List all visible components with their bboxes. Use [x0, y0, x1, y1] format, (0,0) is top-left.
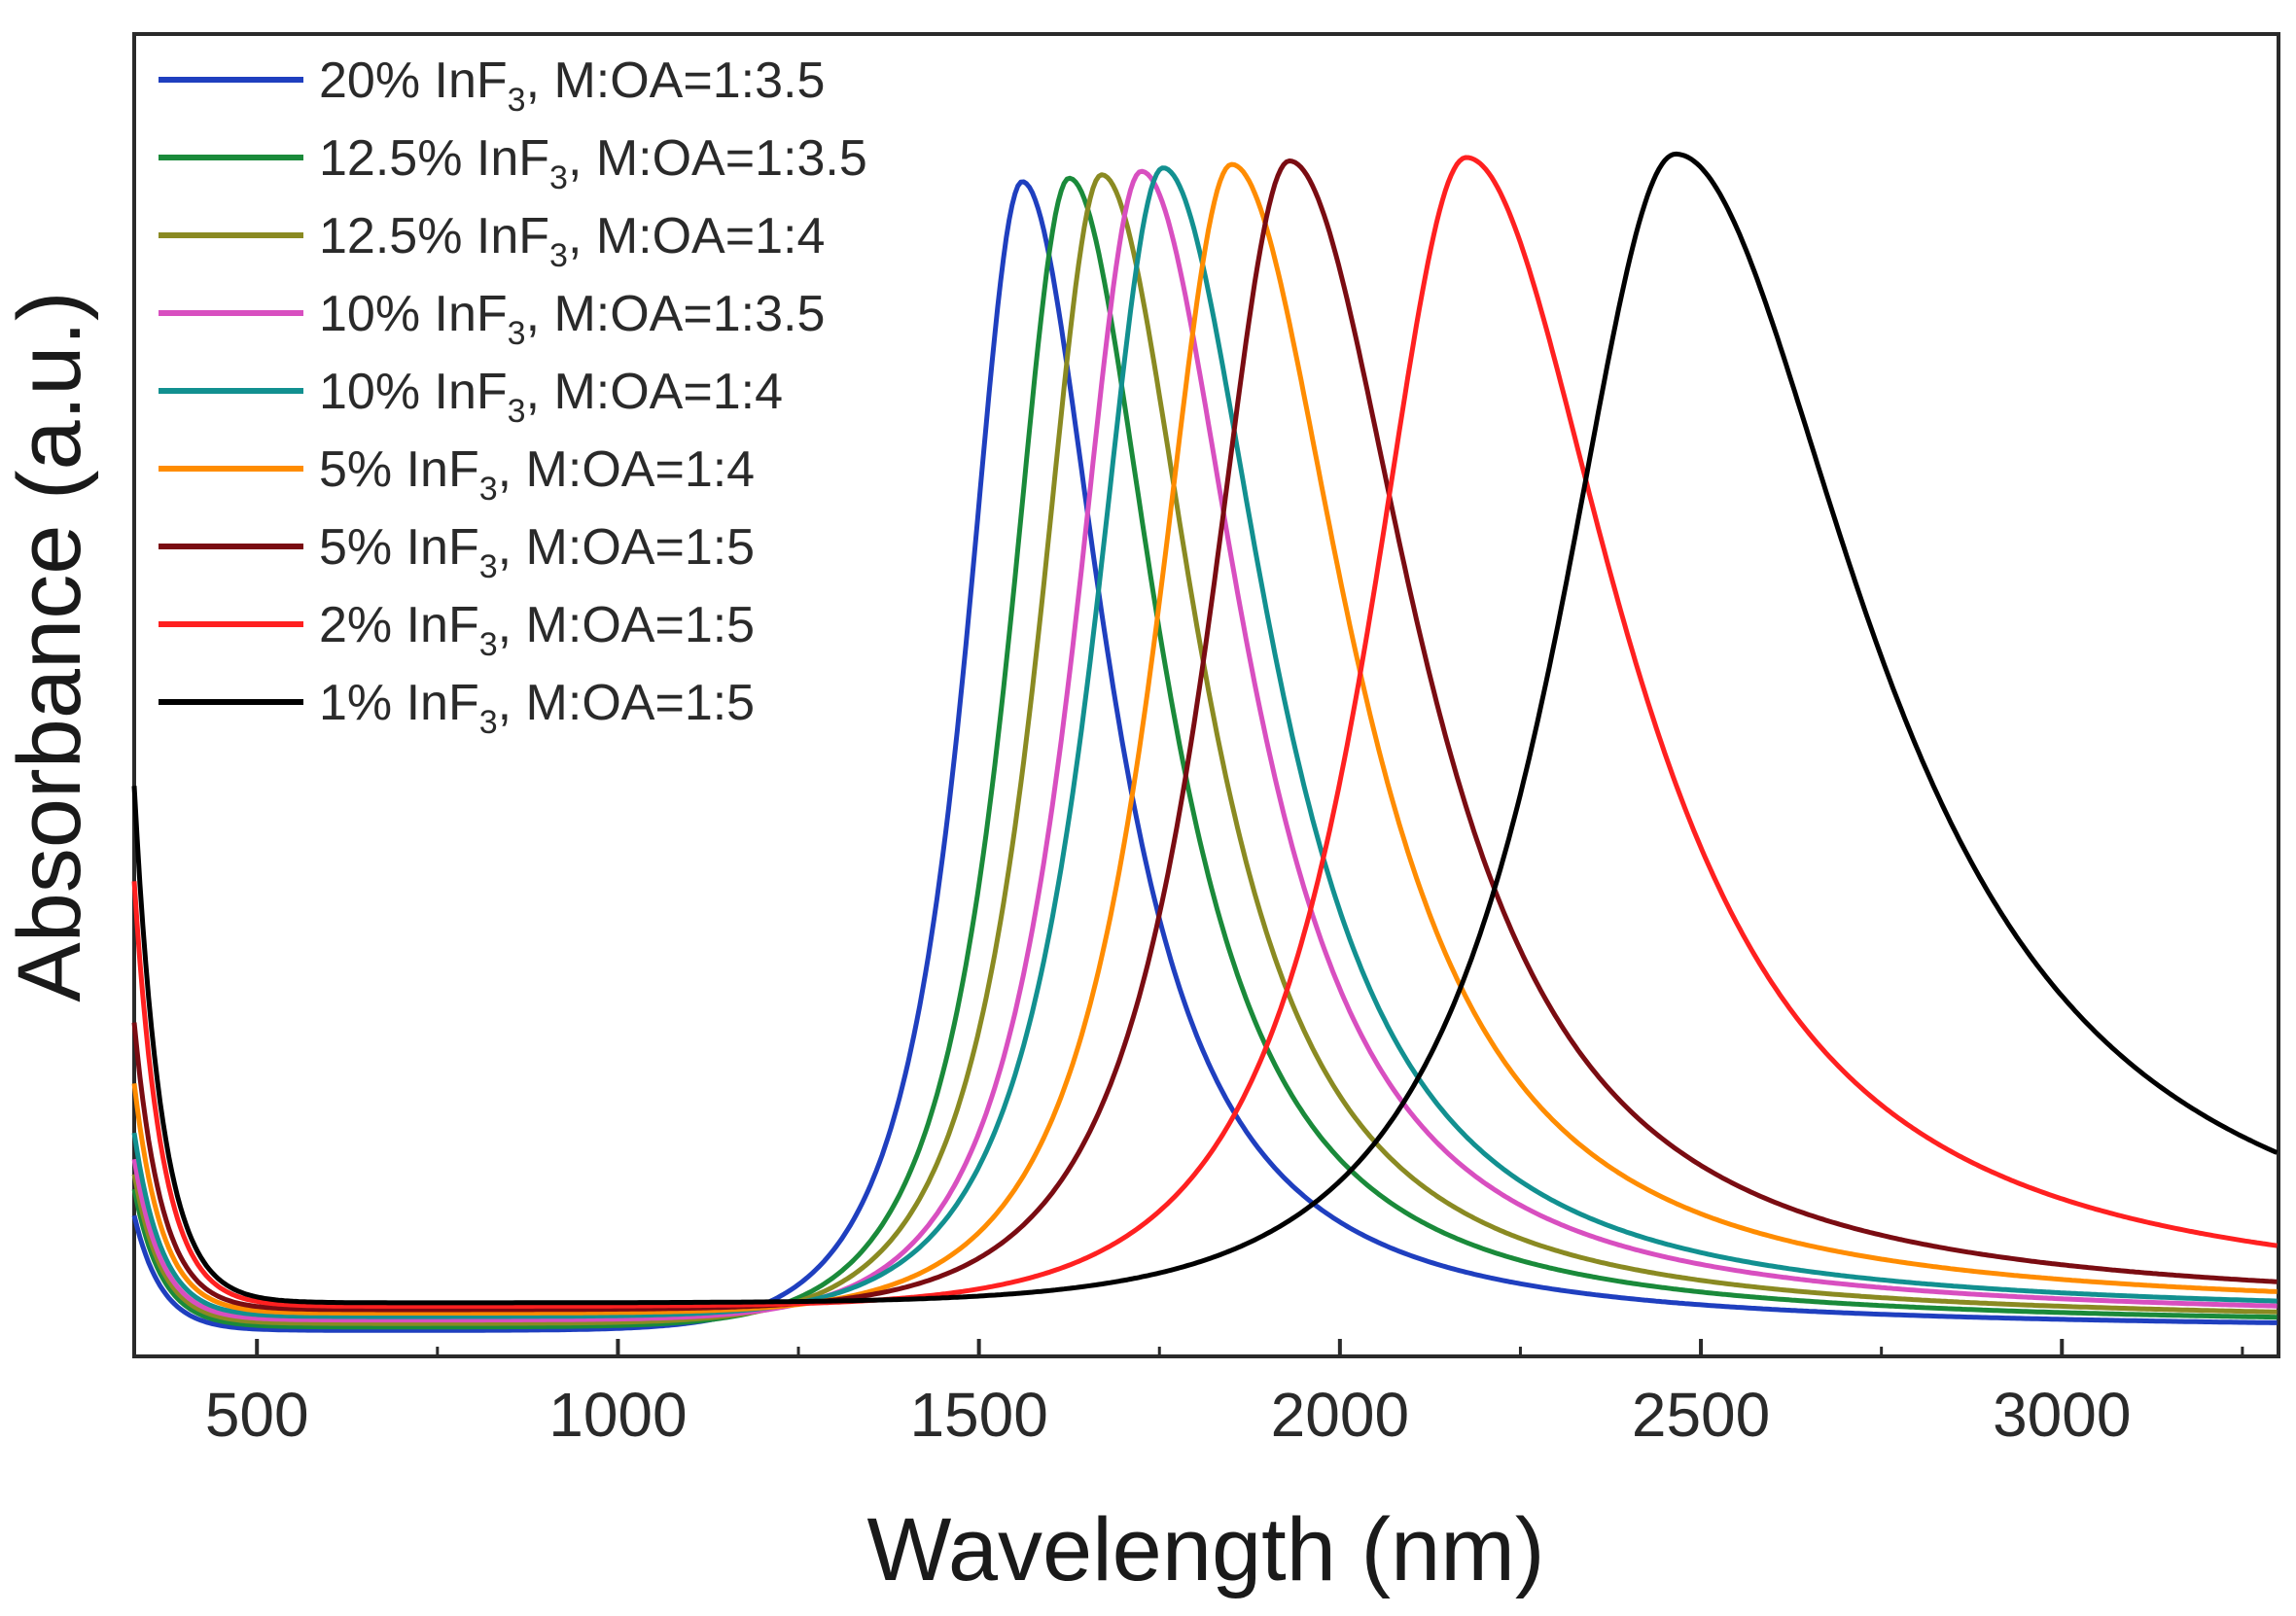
- series-curves: [131, 151, 2278, 1333]
- y-axis-title: Absorbance (a.u.): [0, 291, 99, 1001]
- x-tick-label: 2500: [1632, 1380, 1770, 1450]
- x-tick-label: 3000: [1993, 1380, 2131, 1450]
- legend-label: 10% InF3, M:OA=1:4: [319, 364, 783, 430]
- legend-label: 12.5% InF3, M:OA=1:3.5: [319, 130, 867, 196]
- plot-frame: [132, 32, 2280, 1358]
- x-tick-label: 1500: [909, 1380, 1047, 1450]
- x-tick-label: 500: [205, 1380, 309, 1450]
- x-tick-label: 1000: [548, 1380, 687, 1450]
- series-line: [131, 168, 2278, 1323]
- legend-label: 1% InF3, M:OA=1:5: [319, 675, 755, 741]
- legend-label: 12.5% InF3, M:OA=1:4: [319, 208, 825, 274]
- legend-label: 5% InF3, M:OA=1:4: [319, 441, 755, 508]
- legend-label: 2% InF3, M:OA=1:5: [319, 597, 755, 663]
- x-axis-title: Wavelength (nm): [866, 1500, 1544, 1599]
- series-line: [131, 161, 2278, 1316]
- legend-label: 20% InF3, M:OA=1:3.5: [319, 53, 825, 119]
- x-tick-label: 2000: [1271, 1380, 1409, 1450]
- series-line: [131, 151, 2278, 1306]
- series-line: [131, 165, 2278, 1319]
- legend-label: 10% InF3, M:OA=1:3.5: [319, 286, 825, 352]
- series-line: [131, 158, 2278, 1313]
- series-line: [131, 172, 2278, 1326]
- x-axis-ticks: 500 1000 1500 2000 2500 3000: [205, 1339, 2244, 1450]
- series-line: [131, 175, 2278, 1330]
- series-line: [131, 179, 2278, 1333]
- legend-label: 5% InF3, M:OA=1:5: [319, 519, 755, 585]
- series-line: [131, 155, 2278, 1309]
- legend: 20% InF3, M:OA=1:3.5 12.5% InF3, M:OA=1:3…: [159, 53, 867, 741]
